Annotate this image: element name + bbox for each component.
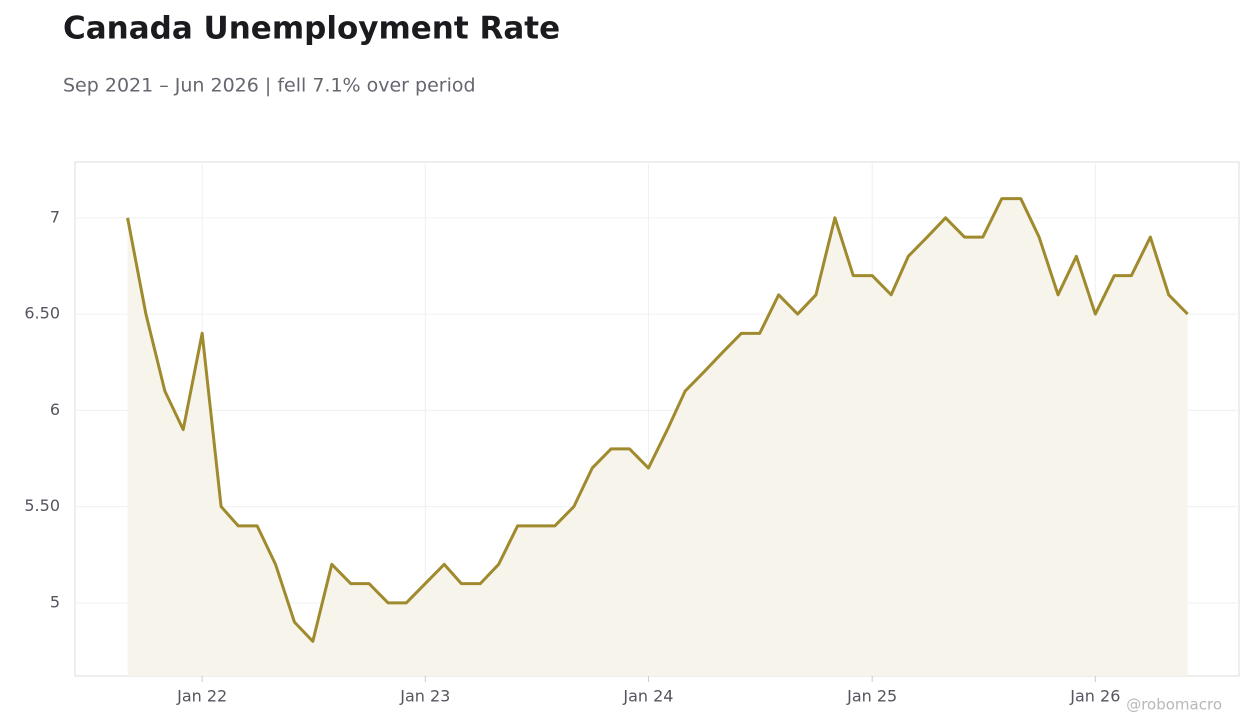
line xyxy=(126,197,1189,643)
x-tick-label: Jan 24 xyxy=(622,687,673,706)
y-tick-label: 6 xyxy=(50,400,60,419)
chart-title: Canada Unemployment Rate xyxy=(63,11,560,47)
y-tick-label: 5.50 xyxy=(24,496,60,515)
watermark: @robomacro xyxy=(1126,696,1222,714)
area xyxy=(127,198,1188,676)
x-tick-label: Jan 23 xyxy=(399,687,450,706)
x-tick-label: Jan 25 xyxy=(846,687,897,706)
chart-subtitle: Sep 2021 – Jun 2026 | fell 7.1% over per… xyxy=(63,75,476,97)
y-tick-label: 6.50 xyxy=(24,304,60,323)
y-tick-label: 7 xyxy=(50,207,60,226)
x-tick-label: Jan 22 xyxy=(176,687,227,706)
y-tick-label: 5 xyxy=(50,592,60,611)
x-tick-label: Jan 26 xyxy=(1069,687,1120,706)
